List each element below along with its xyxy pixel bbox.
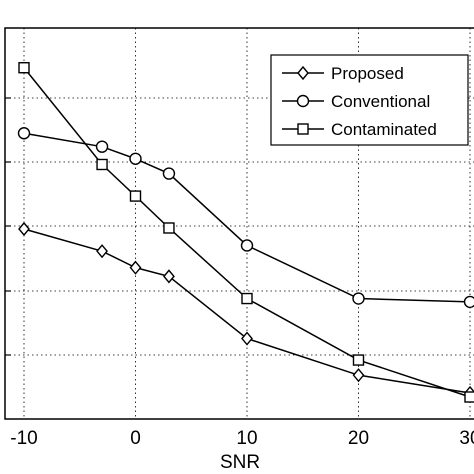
data-point-conventional bbox=[463, 295, 474, 309]
plot-frame bbox=[4, 27, 474, 420]
legend: Proposed Conventional Contaminated bbox=[270, 54, 469, 146]
data-point-proposed bbox=[129, 260, 142, 275]
data-point-contaminated bbox=[96, 158, 108, 171]
legend-marker-proposed bbox=[297, 65, 309, 81]
legend-item-contaminated: Contaminated bbox=[282, 120, 437, 139]
data-point-contaminated bbox=[464, 391, 474, 403]
grid bbox=[5, 28, 474, 419]
x-tick-label: 10 bbox=[236, 428, 257, 449]
data-point-contaminated bbox=[163, 222, 175, 234]
data-point-proposed bbox=[96, 244, 108, 259]
data-point-proposed bbox=[241, 331, 253, 346]
data-point-conventional bbox=[352, 292, 365, 305]
legend-item-conventional: Conventional bbox=[282, 92, 430, 111]
legend-label-contaminated: Contaminated bbox=[331, 120, 437, 139]
data-point-conventional bbox=[162, 167, 176, 180]
legend-label-conventional: Conventional bbox=[331, 92, 430, 111]
data-point-conventional bbox=[240, 239, 254, 252]
data-point-proposed bbox=[163, 269, 175, 284]
x-tick-label: 30 bbox=[459, 428, 474, 449]
data-point-proposed bbox=[18, 221, 30, 237]
legend-marker-conventional bbox=[296, 94, 310, 108]
legend-item-proposed: Proposed bbox=[282, 64, 404, 83]
data-point-contaminated bbox=[129, 190, 142, 202]
data-point-conventional bbox=[17, 127, 31, 140]
series-layer bbox=[17, 62, 474, 403]
x-tick-label: 20 bbox=[348, 428, 369, 449]
legend-label-proposed: Proposed bbox=[331, 64, 404, 83]
data-point-proposed bbox=[352, 368, 365, 383]
x-tick-label: -10 bbox=[10, 428, 37, 449]
series-proposed bbox=[18, 221, 474, 401]
legend-marker-contaminated bbox=[297, 123, 309, 135]
data-point-contaminated bbox=[241, 292, 253, 305]
data-point-conventional bbox=[129, 152, 142, 165]
x-tick-label: 0 bbox=[130, 428, 141, 449]
data-point-contaminated bbox=[352, 354, 365, 366]
series-contaminated bbox=[18, 62, 474, 403]
data-point-contaminated bbox=[18, 62, 30, 74]
series-conventional bbox=[17, 127, 474, 309]
data-point-conventional bbox=[95, 140, 109, 153]
x-axis-label: SNR bbox=[220, 452, 260, 473]
x-tick-labels: -10 0 10 20 30 bbox=[10, 428, 474, 449]
